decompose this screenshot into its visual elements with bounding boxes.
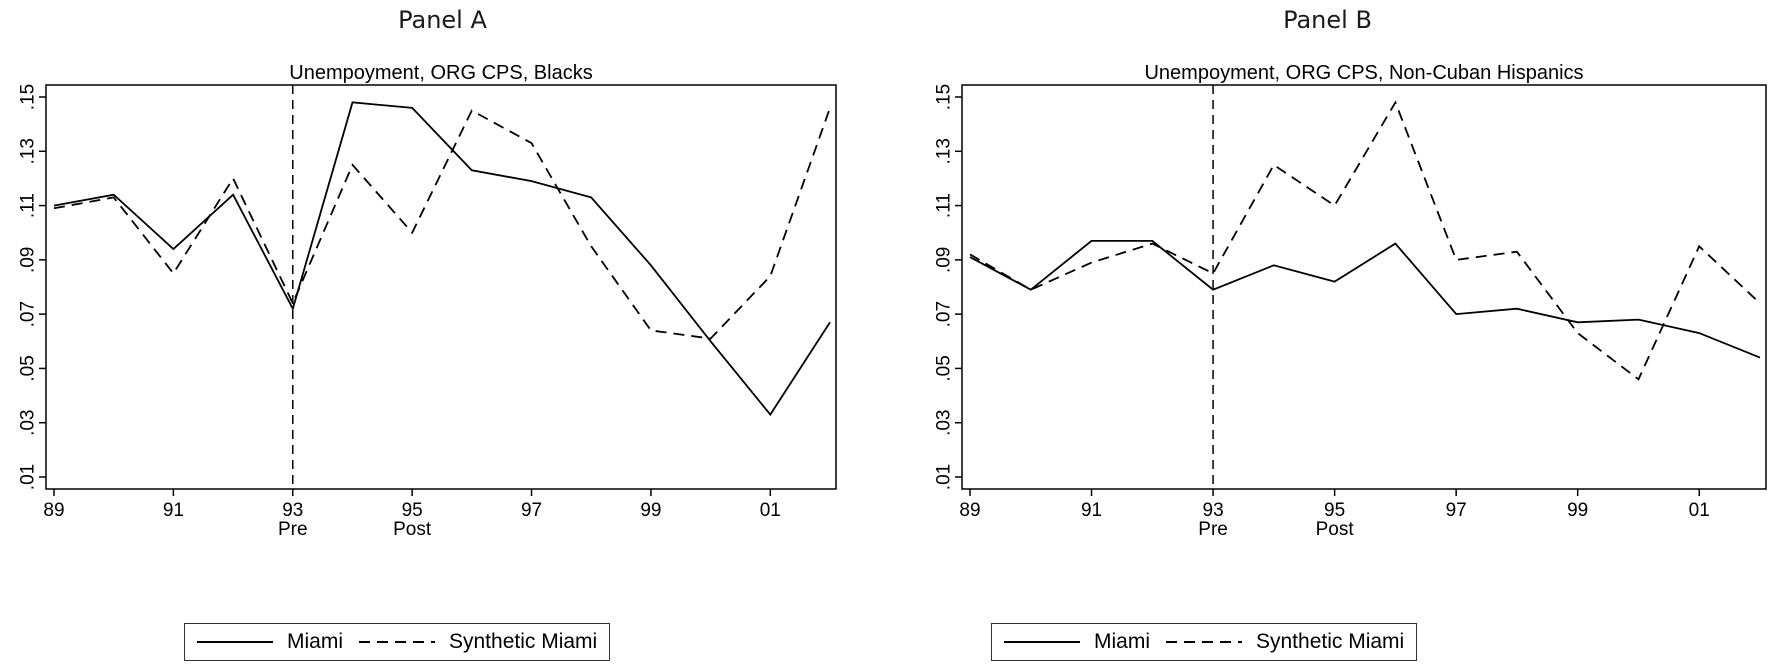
x-annotation-pre: Pre: [1198, 519, 1228, 540]
solid-line-swatch: [1004, 641, 1080, 643]
y-tick-label: .15: [18, 84, 39, 110]
x-tick-label: 93: [282, 500, 303, 521]
x-tick-label: 99: [1567, 500, 1588, 521]
x-tick-label: 01: [760, 500, 781, 521]
panel-b: Panel B Unempoyment, ORG CPS, Non-Cuban …: [885, 0, 1770, 664]
solid-line-swatch: [197, 641, 273, 643]
legend: Miami Synthetic Miami: [991, 623, 1417, 661]
series-line-miami: [53, 101, 831, 417]
x-annotation-pre: Pre: [278, 519, 308, 540]
y-tick-label: .13: [18, 138, 39, 164]
x-tick-label: 95: [1324, 500, 1345, 521]
y-tick-label: .07: [934, 301, 955, 327]
legend-item-synthetic-miami: Synthetic Miami: [1164, 630, 1404, 654]
legend: Miami Synthetic Miami: [184, 623, 610, 661]
y-tick-label: .07: [18, 301, 39, 327]
legend-label: Synthetic Miami: [449, 630, 598, 653]
x-tick-label: 97: [1446, 500, 1467, 521]
legend-item-synthetic-miami: Synthetic Miami: [357, 630, 597, 654]
legend-item-miami: Miami: [1002, 630, 1150, 654]
chart-panel-a: Unempoyment, ORG CPS, Blacks .01 .03 .05 .07…: [18, 62, 837, 540]
x-tick-label: 91: [163, 500, 184, 521]
x-tick-label: 01: [1689, 500, 1710, 521]
y-tick-label: .11: [934, 193, 955, 218]
chart-title: Unempoyment, ORG CPS, Non-Cuban Hispanic…: [1144, 62, 1583, 84]
x-tick-label: 89: [959, 500, 980, 521]
y-tick-label: .01: [18, 464, 39, 490]
y-tick-label: .11: [18, 193, 39, 218]
panel-label: Panel A: [398, 6, 487, 34]
y-tick-label: .03: [934, 410, 955, 436]
series-line-synthetic-miami: [53, 107, 831, 340]
x-annotation-post: Post: [1316, 519, 1355, 540]
y-tick-label: .03: [18, 410, 39, 436]
y-tick-label: .05: [934, 355, 955, 381]
x-tick-label: 91: [1081, 500, 1102, 521]
chart-title: Unempoyment, ORG CPS, Blacks: [289, 62, 592, 84]
y-tick-label: .15: [934, 84, 955, 110]
plot-frame: [961, 84, 1767, 490]
y-tick-label: .09: [18, 247, 39, 273]
x-tick-label: 99: [640, 500, 661, 521]
x-tick-label: 93: [1203, 500, 1224, 521]
legend-label: Miami: [1094, 630, 1150, 653]
series-line-synthetic-miami: [969, 100, 1761, 381]
legend-item-miami: Miami: [195, 630, 343, 654]
dashed-line-swatch: [1166, 641, 1242, 643]
y-tick-label: .05: [18, 355, 39, 381]
y-tick-label: .13: [934, 138, 955, 164]
legend-label: Synthetic Miami: [1256, 630, 1405, 653]
x-tick-label: 95: [402, 500, 423, 521]
chart-panel-b: Unempoyment, ORG CPS, Non-Cuban Hispanic…: [934, 62, 1767, 540]
panel-label: Panel B: [1283, 6, 1372, 34]
x-tick-label: 97: [521, 500, 542, 521]
y-tick-label: .01: [934, 464, 955, 490]
series-line-miami: [969, 239, 1761, 359]
legend-label: Miami: [287, 630, 343, 653]
plot-frame: [45, 84, 837, 490]
panel-a: Panel A Unempoyment, ORG CPS, Blacks .01.…: [0, 0, 885, 664]
x-tick-label: 89: [43, 500, 64, 521]
dashed-line-swatch: [359, 641, 435, 643]
x-annotation-post: Post: [393, 519, 432, 540]
y-tick-label: .09: [934, 247, 955, 273]
